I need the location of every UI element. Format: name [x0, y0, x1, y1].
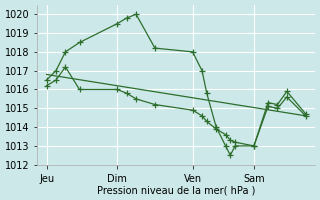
X-axis label: Pression niveau de la mer( hPa ): Pression niveau de la mer( hPa ): [97, 185, 255, 195]
